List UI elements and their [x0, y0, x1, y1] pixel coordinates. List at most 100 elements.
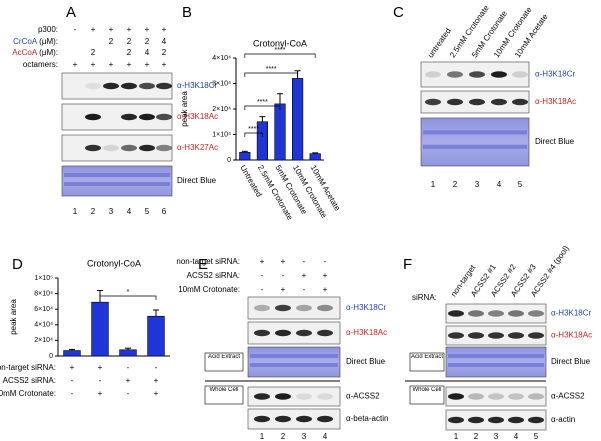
- header-label: AcCoA (μM):: [12, 48, 58, 57]
- blot-label: Direct Blue: [551, 357, 591, 366]
- blot-band: [528, 393, 544, 400]
- blot-band: [317, 415, 333, 423]
- blot-label: Direct Blue: [177, 176, 217, 185]
- stain-band: [448, 363, 544, 367]
- lane-number: 2: [281, 432, 286, 441]
- y-tick-label: 4×10⁴: [212, 55, 231, 62]
- box-holder: Acid Extract: [208, 354, 240, 360]
- blot: [247, 296, 341, 320]
- header-cell: -: [261, 271, 264, 280]
- box-outline: [204, 385, 244, 405]
- header-name: AcCoA: [12, 48, 38, 57]
- blot-band: [488, 332, 504, 339]
- box-holder: Whole Cell: [209, 387, 239, 393]
- blot-band: [488, 393, 504, 400]
- panel-label: B: [182, 4, 192, 21]
- blot-band: [469, 71, 485, 78]
- blot-band: [156, 82, 172, 90]
- significance-bracket: [244, 132, 263, 137]
- box-label: Whole Cell: [209, 387, 239, 393]
- condition-cell: +: [98, 363, 103, 372]
- blot-label: α-ACSS2: [551, 392, 585, 401]
- bar: [63, 350, 81, 357]
- bar: [274, 103, 286, 161]
- blot-band: [508, 332, 524, 339]
- header-cell: -: [303, 285, 306, 294]
- header-cell: 2: [127, 48, 132, 57]
- panel-label: D: [12, 256, 23, 273]
- lane-number: 3: [475, 180, 480, 189]
- lane-number: 2: [453, 180, 458, 189]
- header-unit: (μM):: [39, 48, 58, 57]
- blot-band: [296, 329, 312, 337]
- blot-band: [317, 304, 333, 312]
- blot-band: [85, 144, 101, 152]
- bar: [309, 153, 321, 161]
- header-cell: +: [73, 60, 78, 69]
- bar: [239, 152, 251, 161]
- box-holder: Acid Extract: [411, 354, 443, 360]
- blot-band: [317, 393, 333, 400]
- panel-label: A: [66, 4, 76, 21]
- blot-stain: [61, 165, 173, 197]
- blot-band: [317, 329, 333, 337]
- y-tick-label: 3×10⁴: [212, 80, 231, 87]
- blot-band: [447, 98, 463, 106]
- header-cell: +: [162, 60, 167, 69]
- header-cell: 2: [109, 37, 114, 46]
- lane-number: 2: [91, 207, 96, 216]
- lane-number: 3: [302, 432, 307, 441]
- header-cell: 2: [127, 37, 132, 46]
- header-cell: +: [109, 60, 114, 69]
- header-cell: +: [145, 60, 150, 69]
- header-cell: +: [109, 25, 114, 34]
- blot-band: [103, 144, 119, 152]
- blot-band: [275, 415, 291, 423]
- blot-band: [468, 310, 484, 317]
- header-cell: -: [303, 257, 306, 266]
- panel-label: E: [198, 256, 208, 273]
- blot-band: [425, 98, 441, 106]
- box-label: Whole Cell: [412, 387, 442, 393]
- lane-number: 5: [518, 180, 523, 189]
- significance-label: ****: [257, 99, 268, 106]
- bar: [91, 301, 109, 357]
- condition-label: ACSS2 siRNA:: [3, 376, 56, 385]
- y-axis-label: peak area: [9, 299, 18, 335]
- blot-band: [139, 144, 155, 152]
- blot-band: [85, 82, 101, 90]
- stain-band: [448, 354, 544, 358]
- header-unit: (μM):: [39, 37, 58, 46]
- condition-cell: -: [71, 376, 74, 385]
- chart-title: Crotonyl-CoA: [87, 258, 141, 268]
- lane-number: 5: [534, 432, 539, 441]
- blot-label: α-H3K18Cr: [551, 309, 592, 318]
- blot-label: α-beta-actin: [346, 414, 388, 423]
- header-cell: -: [261, 285, 264, 294]
- blot-label: α-H3K18Ac: [535, 97, 576, 106]
- header-cell: -: [282, 271, 285, 280]
- blot-band: [512, 98, 528, 106]
- lane-number: 5: [145, 207, 150, 216]
- blot-band: [254, 329, 270, 337]
- stain-band: [250, 363, 338, 367]
- stain-band: [423, 130, 527, 135]
- header-cell: 2: [91, 48, 96, 57]
- blot-label: α-H3K18Ac: [346, 328, 387, 337]
- blot-label: α-H3K18Cr: [535, 70, 576, 79]
- lane-number: 6: [162, 207, 167, 216]
- blot-band: [448, 310, 464, 317]
- condition-cell: +: [126, 376, 131, 385]
- y-tick-label: 6×10⁴: [34, 306, 53, 313]
- significance-bracket: [99, 295, 157, 300]
- significance-bracket: [244, 53, 316, 58]
- condition-cell: -: [155, 363, 158, 372]
- blot-band: [85, 113, 101, 121]
- condition-label: 10mM Crotonate:: [0, 389, 56, 398]
- significance-label: ****: [275, 47, 286, 54]
- lane-number: 3: [109, 207, 114, 216]
- blot-label: α-H3K18Cr: [177, 81, 218, 90]
- significance-label: ****: [248, 126, 259, 133]
- box-outline: [204, 352, 244, 372]
- blot-label: Direct Blue: [346, 357, 386, 366]
